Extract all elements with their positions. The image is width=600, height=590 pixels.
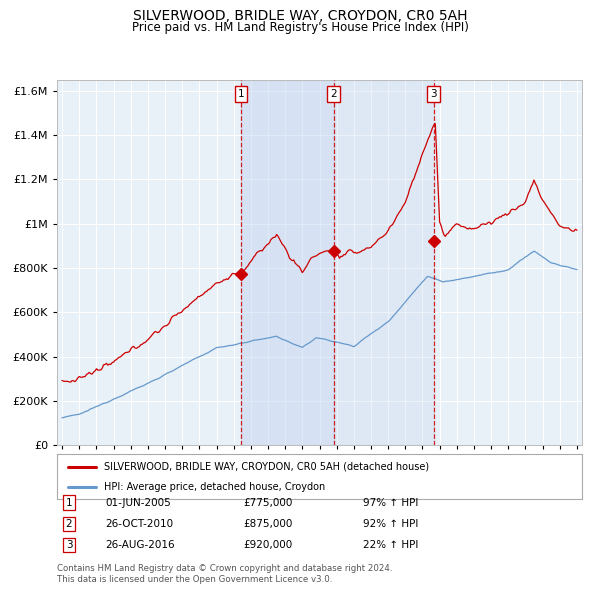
Text: £875,000: £875,000 bbox=[243, 519, 292, 529]
Text: 2: 2 bbox=[65, 519, 73, 529]
Bar bbox=[334, 80, 434, 445]
Text: 1: 1 bbox=[238, 88, 244, 99]
Text: £920,000: £920,000 bbox=[243, 540, 292, 550]
Text: £775,000: £775,000 bbox=[243, 498, 292, 507]
Text: HPI: Average price, detached house, Croydon: HPI: Average price, detached house, Croy… bbox=[104, 483, 325, 493]
Text: 26-AUG-2016: 26-AUG-2016 bbox=[105, 540, 175, 550]
Text: 26-OCT-2010: 26-OCT-2010 bbox=[105, 519, 173, 529]
Text: 3: 3 bbox=[65, 540, 73, 550]
Text: 22% ↑ HPI: 22% ↑ HPI bbox=[363, 540, 418, 550]
Text: 1: 1 bbox=[65, 498, 73, 507]
Text: 3: 3 bbox=[430, 88, 437, 99]
Text: Price paid vs. HM Land Registry's House Price Index (HPI): Price paid vs. HM Land Registry's House … bbox=[131, 21, 469, 34]
Bar bbox=[241, 80, 334, 445]
Text: 2: 2 bbox=[330, 88, 337, 99]
Text: SILVERWOOD, BRIDLE WAY, CROYDON, CR0 5AH: SILVERWOOD, BRIDLE WAY, CROYDON, CR0 5AH bbox=[133, 9, 467, 23]
Text: 01-JUN-2005: 01-JUN-2005 bbox=[105, 498, 171, 507]
Text: SILVERWOOD, BRIDLE WAY, CROYDON, CR0 5AH (detached house): SILVERWOOD, BRIDLE WAY, CROYDON, CR0 5AH… bbox=[104, 462, 430, 471]
Text: 97% ↑ HPI: 97% ↑ HPI bbox=[363, 498, 418, 507]
Text: Contains HM Land Registry data © Crown copyright and database right 2024.: Contains HM Land Registry data © Crown c… bbox=[57, 565, 392, 573]
Text: 92% ↑ HPI: 92% ↑ HPI bbox=[363, 519, 418, 529]
Text: This data is licensed under the Open Government Licence v3.0.: This data is licensed under the Open Gov… bbox=[57, 575, 332, 584]
